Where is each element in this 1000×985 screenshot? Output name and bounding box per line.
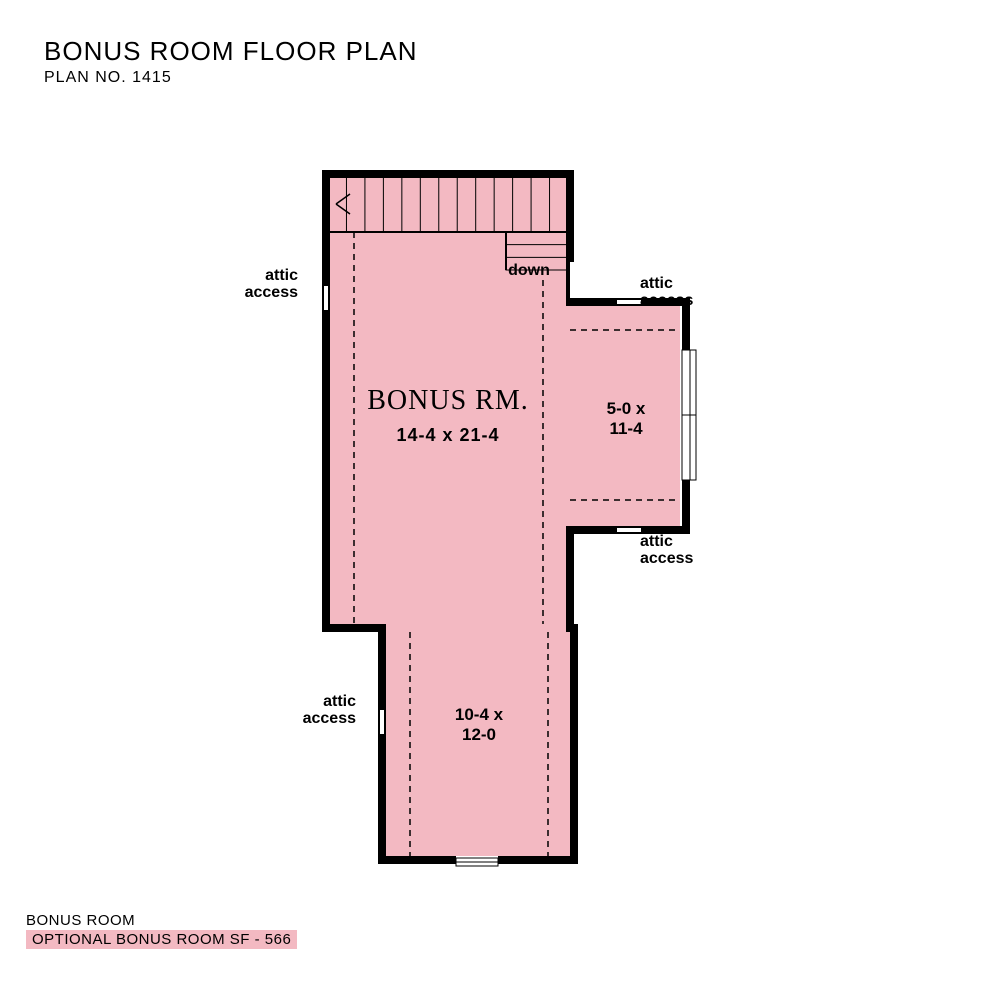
attic-access-label-2: atticaccess — [640, 534, 730, 568]
footer: BONUS ROOM OPTIONAL BONUS ROOM SF - 566 — [26, 912, 297, 949]
attic-access-label-1: atticaccess — [640, 276, 730, 310]
stair-down-label: down — [429, 262, 629, 280]
room-name-label: BONUS RM. — [348, 386, 548, 417]
alcove-dim-2: 11-4 — [526, 420, 726, 439]
room-dim-label: 14-4 x 21-4 — [348, 426, 548, 446]
lower-dim-1: 10-4 x — [379, 706, 579, 725]
attic-access-label-0: atticaccess — [208, 268, 298, 302]
attic-access-label-3: atticaccess — [266, 694, 356, 728]
footer-line-1: BONUS ROOM — [26, 912, 297, 929]
floor-plan-diagram — [0, 0, 1000, 985]
lower-dim-2: 12-0 — [379, 726, 579, 745]
alcove-dim-1: 5-0 x — [526, 400, 726, 419]
footer-line-2: OPTIONAL BONUS ROOM SF - 566 — [26, 930, 297, 949]
